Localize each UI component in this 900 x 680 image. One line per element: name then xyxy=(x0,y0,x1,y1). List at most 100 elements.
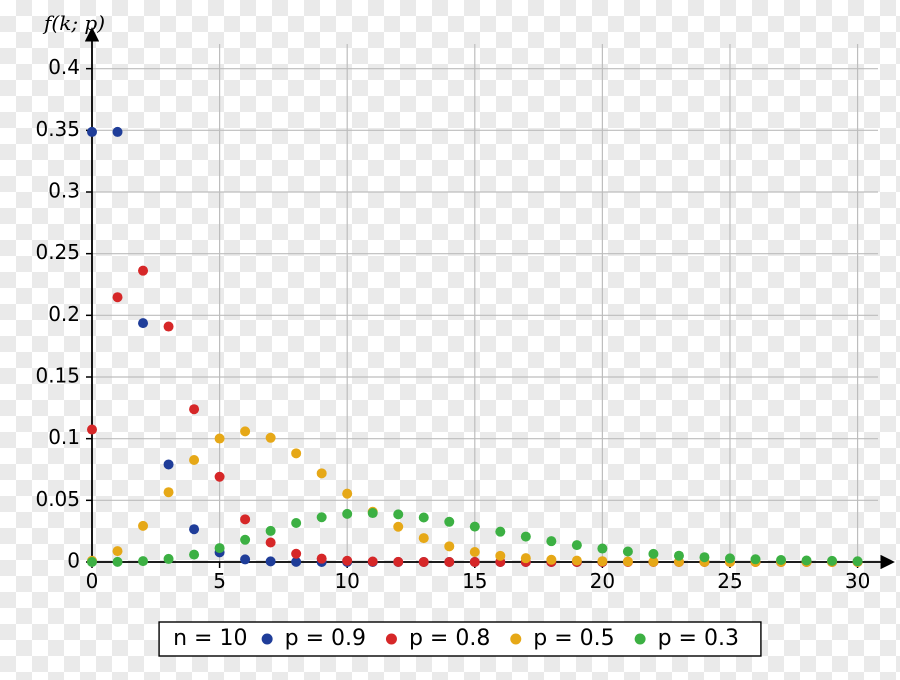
data-point xyxy=(240,514,250,524)
data-point xyxy=(291,448,301,458)
data-point xyxy=(546,555,556,565)
legend-label: p = 0.9 xyxy=(285,626,366,651)
y-tick-label: 0.05 xyxy=(35,487,80,511)
data-point xyxy=(138,521,148,531)
x-tick-label: 5 xyxy=(213,569,226,593)
data-point xyxy=(317,468,327,478)
data-point xyxy=(342,489,352,499)
legend-label: p = 0.5 xyxy=(533,626,614,651)
legend-marker xyxy=(262,634,273,645)
data-point xyxy=(138,556,148,566)
y-tick-label: 0.1 xyxy=(48,425,80,449)
data-point xyxy=(138,318,148,328)
data-point xyxy=(291,518,301,528)
legend-marker xyxy=(635,634,646,645)
data-point xyxy=(521,553,531,563)
data-point xyxy=(189,524,199,534)
data-point xyxy=(164,322,174,332)
data-point xyxy=(521,532,531,542)
x-tick-label: 25 xyxy=(717,569,742,593)
data-point xyxy=(495,527,505,537)
data-point xyxy=(802,556,812,566)
y-tick-label: 0.4 xyxy=(48,55,80,79)
data-point xyxy=(164,554,174,564)
y-tick-label: 0.2 xyxy=(48,302,80,326)
y-ticks: 00.050.10.150.20.250.30.350.4 xyxy=(35,55,92,572)
y-axis-label: f(k; p) xyxy=(42,11,105,35)
data-point xyxy=(87,425,97,435)
x-tick-label: 30 xyxy=(845,569,870,593)
legend-marker xyxy=(386,634,397,645)
data-point xyxy=(215,434,225,444)
x-tick-label: 10 xyxy=(334,569,359,593)
data-point xyxy=(317,554,327,564)
data-point xyxy=(342,556,352,566)
data-point xyxy=(342,509,352,519)
data-point xyxy=(240,426,250,436)
data-point xyxy=(444,541,454,551)
data-point xyxy=(444,557,454,567)
data-point xyxy=(419,512,429,522)
data-point xyxy=(368,508,378,518)
data-point xyxy=(776,555,786,565)
data-point xyxy=(495,551,505,561)
data-point xyxy=(240,535,250,545)
data-point xyxy=(674,551,684,561)
data-point xyxy=(393,509,403,519)
y-tick-label: 0.35 xyxy=(35,117,80,141)
data-point xyxy=(215,543,225,553)
y-tick-label: 0.25 xyxy=(35,240,80,264)
data-point xyxy=(266,433,276,443)
data-point xyxy=(470,557,480,567)
legend-label: p = 0.3 xyxy=(658,626,739,651)
data-point xyxy=(189,404,199,414)
x-tick-label: 20 xyxy=(590,569,615,593)
data-point xyxy=(138,266,148,276)
data-point xyxy=(113,292,123,302)
data-point xyxy=(419,533,429,543)
data-point xyxy=(87,557,97,567)
legend-label: n = 10 xyxy=(173,626,247,651)
data-point xyxy=(393,522,403,532)
y-tick-label: 0 xyxy=(67,549,80,573)
chart-svg: 00.050.10.150.20.250.30.350.405101520253… xyxy=(0,0,900,680)
legend-label: p = 0.8 xyxy=(409,626,490,651)
data-point xyxy=(266,526,276,536)
data-point xyxy=(87,127,97,137)
data-point xyxy=(291,549,301,559)
gridlines xyxy=(92,44,878,562)
data-point xyxy=(853,556,863,566)
data-point xyxy=(623,557,633,567)
x-tick-label: 15 xyxy=(462,569,487,593)
legend: n = 10 p = 0.9 p = 0.8 p = 0.5 p = 0.3 xyxy=(159,622,761,656)
data-point xyxy=(368,557,378,567)
data-point xyxy=(597,556,607,566)
y-tick-label: 0.3 xyxy=(48,179,80,203)
data-point xyxy=(597,544,607,554)
data-point xyxy=(164,487,174,497)
data-point xyxy=(266,538,276,548)
data-point xyxy=(113,127,123,137)
data-point xyxy=(113,546,123,556)
data-point xyxy=(751,554,761,564)
data-point xyxy=(113,557,123,567)
data-point xyxy=(827,556,837,566)
data-point xyxy=(725,553,735,563)
data-point xyxy=(240,554,250,564)
data-point xyxy=(393,557,403,567)
data-point xyxy=(623,547,633,557)
axes xyxy=(92,30,892,562)
data-point xyxy=(266,556,276,566)
data-point xyxy=(419,557,429,567)
data-point xyxy=(317,512,327,522)
data-point xyxy=(699,552,709,562)
data-point xyxy=(572,556,582,566)
data-point xyxy=(546,536,556,546)
data-point xyxy=(444,517,454,527)
legend-marker xyxy=(510,634,521,645)
data-point xyxy=(189,455,199,465)
data-point xyxy=(572,540,582,550)
data-point xyxy=(164,459,174,469)
data-point xyxy=(215,472,225,482)
data-point xyxy=(648,549,658,559)
